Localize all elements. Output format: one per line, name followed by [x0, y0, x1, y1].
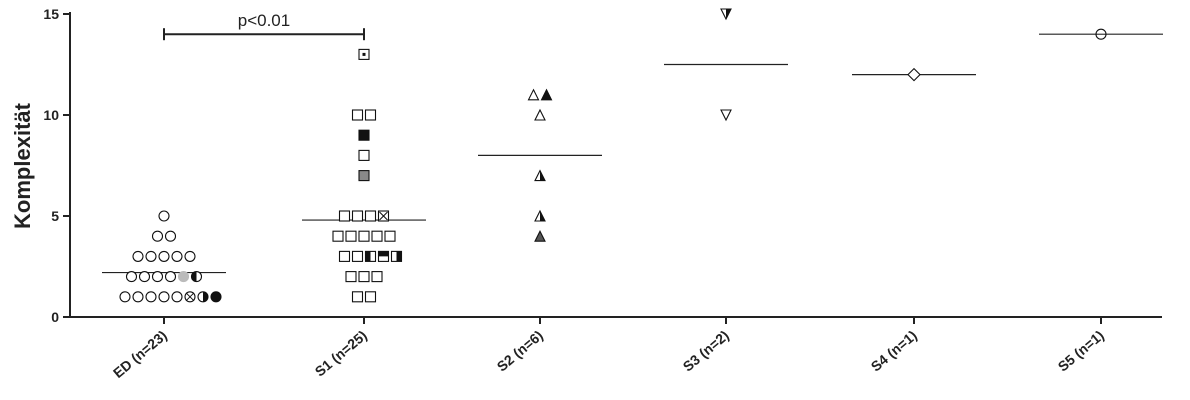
- data-point: [151, 271, 164, 283]
- y-axis-label: Komplexität: [10, 102, 35, 229]
- data-point: [338, 250, 351, 262]
- y-tick-label: 15: [43, 6, 59, 22]
- y-tick-label: 5: [51, 208, 59, 224]
- data-point: [534, 108, 546, 121]
- p-value-label: p<0.01: [238, 11, 290, 30]
- data-point: [132, 291, 144, 303]
- data-point: [184, 291, 196, 303]
- x-tick-label: S4 (n=1): [868, 327, 920, 375]
- x-tick-label: S5 (n=1): [1055, 327, 1107, 375]
- x-tick-label: S2 (n=6): [494, 327, 546, 375]
- data-point: [158, 250, 170, 262]
- data-point: [358, 271, 370, 283]
- data-point: [351, 210, 364, 222]
- data-point: [164, 271, 177, 283]
- data-point: [364, 109, 377, 121]
- data-point: [125, 271, 138, 283]
- data-point: [390, 250, 403, 262]
- data-point: [527, 88, 540, 101]
- data-point: [364, 291, 377, 303]
- y-tick-label: 0: [51, 309, 59, 325]
- data-points: [119, 8, 1107, 303]
- data-point: [177, 271, 190, 283]
- x-tick-label: S1 (n=25): [312, 327, 370, 380]
- data-point: [534, 209, 546, 222]
- data-point: [351, 250, 364, 262]
- data-point: [158, 291, 170, 303]
- data-point: [145, 250, 157, 262]
- data-point: [377, 210, 390, 222]
- y-tick-label: 10: [43, 107, 59, 123]
- data-point: [358, 170, 370, 182]
- data-point: [345, 271, 357, 283]
- data-point: [151, 230, 164, 242]
- data-point: [358, 149, 370, 161]
- data-point: [171, 250, 183, 262]
- data-point: [1095, 28, 1107, 40]
- data-point: [332, 230, 344, 242]
- data-point: [119, 291, 131, 303]
- data-point: [371, 271, 383, 283]
- data-point: [351, 291, 364, 303]
- data-point: [907, 67, 921, 82]
- data-point: [190, 271, 203, 283]
- data-point: [338, 210, 351, 222]
- data-point: [371, 230, 383, 242]
- data-point: [720, 109, 732, 122]
- data-point: [145, 291, 157, 303]
- data-point: [132, 250, 144, 262]
- axes: 0 5 10 15 ED (n=23) S1 (n=25) S2 (n=6) S3 (n=2)…: [43, 6, 1162, 381]
- data-point: [171, 291, 183, 303]
- data-point: [345, 230, 357, 242]
- x-tick-label: S3 (n=2): [680, 327, 732, 375]
- data-point: [540, 88, 553, 101]
- data-point: [210, 291, 222, 303]
- data-point: [364, 250, 377, 262]
- data-point: [377, 250, 390, 262]
- data-point: [184, 250, 196, 262]
- data-point: [358, 129, 370, 141]
- x-tick-label: ED (n=23): [110, 327, 170, 381]
- median-lines: [102, 33, 1163, 274]
- data-point: [358, 230, 370, 242]
- data-point: [384, 230, 396, 242]
- significance-annotation: p<0.01: [163, 11, 365, 41]
- data-point: [534, 169, 546, 182]
- data-point: [720, 8, 732, 21]
- data-point: [351, 109, 364, 121]
- data-point: [358, 48, 370, 60]
- data-point: [164, 230, 177, 242]
- data-point: [138, 271, 151, 283]
- data-point: [364, 210, 377, 222]
- data-point: [197, 291, 209, 303]
- data-point: [534, 229, 546, 242]
- data-point: [158, 210, 170, 222]
